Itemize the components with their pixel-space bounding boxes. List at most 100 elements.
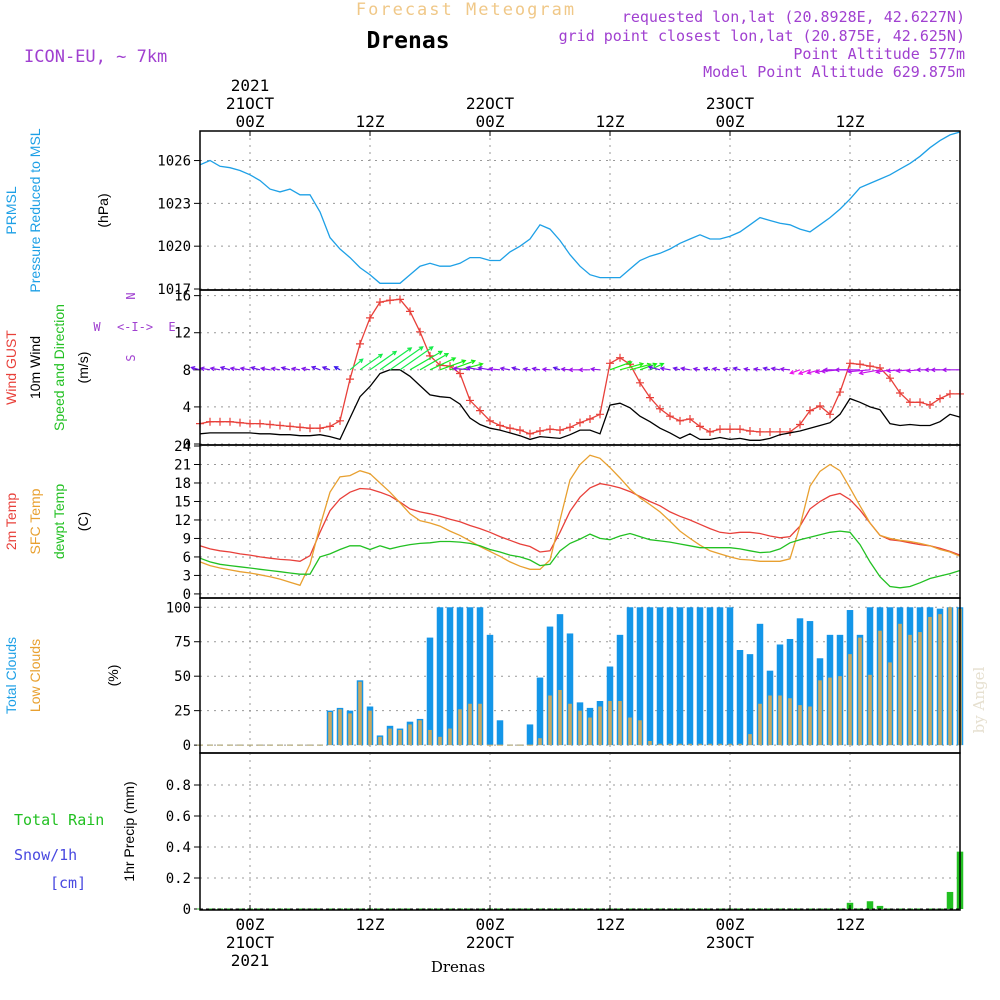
bar-low — [748, 734, 752, 746]
bottom-time-label: 12Z — [596, 915, 625, 934]
bar-total — [646, 607, 654, 746]
gust-marker — [816, 401, 824, 410]
y-tick-label: 18 — [174, 476, 191, 492]
wind-direction-arrow — [199, 366, 211, 372]
bar-low — [888, 662, 892, 746]
wind-direction-arrow — [209, 366, 221, 372]
wind-direction-arrow — [770, 366, 781, 372]
wind-direction-arrow — [409, 350, 443, 371]
top-time-label: 23OCT — [706, 94, 755, 113]
line-dewpt — [199, 530, 961, 589]
wind-direction-arrow — [333, 366, 341, 371]
bottom-time-label: 00Z — [476, 915, 505, 934]
compass-north: N — [124, 292, 138, 299]
top-time-label: 21OCT — [226, 94, 275, 113]
gust-marker — [766, 427, 774, 436]
wind-direction-arrow — [679, 366, 691, 372]
gust-marker — [266, 420, 274, 429]
gust-marker — [946, 389, 954, 398]
wind-direction-arrow — [797, 369, 811, 375]
bar-low — [618, 701, 622, 746]
bar-low — [838, 676, 842, 746]
bar-total — [446, 607, 454, 746]
wind-direction-arrow — [190, 365, 201, 371]
bar-low — [668, 743, 672, 746]
gust-marker — [296, 423, 304, 432]
gust-marker — [606, 359, 614, 368]
gust-marker — [526, 429, 534, 438]
gust-marker — [356, 339, 364, 348]
y-tick-label: 100 — [166, 600, 191, 616]
bar-total — [636, 607, 644, 746]
gust-marker — [256, 419, 264, 428]
ylabel-line: Wind GUST — [3, 330, 19, 405]
wind-direction-arrow — [250, 365, 261, 371]
line-wind10m — [199, 369, 961, 441]
gust-marker — [616, 353, 624, 362]
bar-total — [726, 607, 734, 746]
gust-marker — [206, 417, 214, 426]
forecast-meteogram-title: Forecast Meteogram — [356, 0, 576, 20]
wind-direction-arrow — [560, 366, 571, 372]
bar-total — [776, 644, 784, 746]
wind-direction-arrow — [649, 362, 665, 371]
wind-direction-arrow — [499, 366, 511, 372]
bar-total — [746, 654, 754, 746]
wind-direction-arrow — [379, 347, 413, 371]
wind-direction-arrow — [477, 365, 491, 371]
bar-low — [638, 720, 642, 746]
ylabel-line: Low Clouds — [27, 639, 43, 712]
y-tick-label: 0 — [183, 902, 191, 918]
gust-marker — [396, 295, 404, 304]
bar-low — [788, 698, 792, 746]
gust-marker — [246, 419, 254, 428]
model-name: ICON-EU, ~ 7km — [24, 47, 167, 67]
bar-low — [818, 680, 822, 746]
gust-marker — [746, 427, 754, 436]
bar-low — [688, 743, 692, 746]
bar-low — [338, 709, 342, 746]
gust-marker — [806, 406, 814, 415]
gust-marker — [566, 423, 574, 432]
panel-2: 0 3 6 9 12 15 18 21 24 2m Temp SFC Temp dewpt Temp (… — [3, 439, 961, 603]
wind-direction-arrow — [531, 366, 541, 372]
y-tick-label: 0.6 — [166, 809, 191, 825]
wind-direction-arrow — [779, 366, 791, 372]
bar-total — [436, 607, 444, 746]
wind-direction-arrow — [465, 365, 481, 371]
top-time-label: 12Z — [596, 112, 625, 131]
bottom-time-label: 00Z — [236, 915, 265, 934]
gust-marker — [856, 360, 864, 369]
point-altitude: Point Altitude 577m — [793, 45, 965, 63]
bar-low — [358, 681, 362, 746]
bar-low — [628, 717, 632, 746]
bar-low — [558, 689, 562, 746]
bar-low — [918, 632, 922, 746]
wind-direction-arrow — [941, 367, 960, 373]
compass-east: E — [168, 320, 175, 334]
y-tick-label: 6 — [183, 550, 191, 566]
bar-low — [708, 743, 712, 746]
bar-low — [908, 634, 912, 746]
wind-direction-arrow — [753, 366, 761, 372]
bar-total — [486, 634, 494, 746]
footer-station: Drenas — [431, 958, 485, 976]
bar-low — [828, 677, 832, 746]
wind-direction-arrow — [541, 367, 551, 372]
bar-low — [728, 743, 732, 746]
y-tick-label: 0 — [183, 437, 191, 453]
gust-marker — [906, 398, 914, 407]
y-tick-label: 16 — [174, 289, 191, 305]
wind-direction-arrow — [300, 366, 311, 372]
bar-low — [858, 637, 862, 746]
wind-direction-arrow — [270, 366, 281, 372]
wind-direction-arrow — [711, 366, 721, 372]
y-tick-label: 21 — [174, 457, 191, 473]
panel-frame — [199, 752, 961, 911]
gust-marker — [286, 422, 294, 431]
ylabel-line: 10m Wind — [27, 336, 43, 399]
y-tick-label: 25 — [174, 704, 191, 720]
wind-direction-arrow — [743, 366, 751, 372]
bar-total — [526, 724, 534, 746]
